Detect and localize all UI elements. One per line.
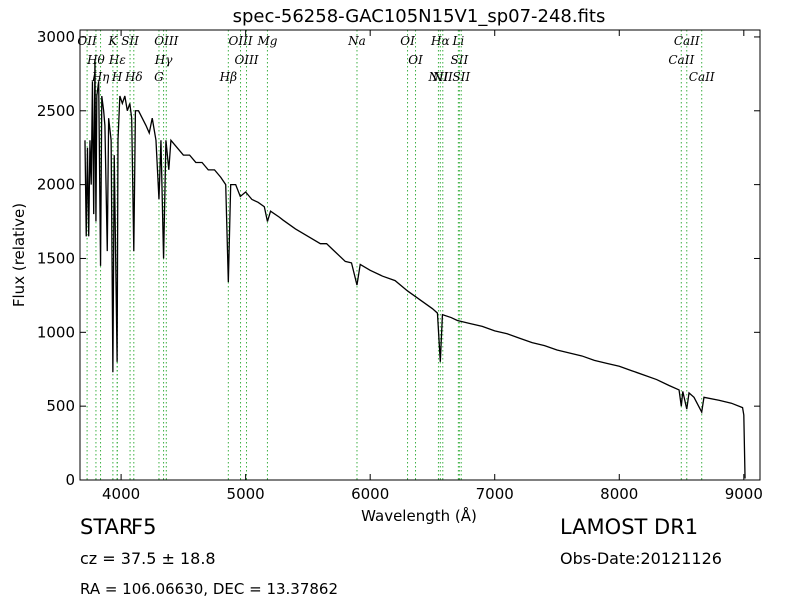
line-label: Li (451, 34, 464, 48)
line-label: CaII (674, 34, 700, 48)
line-label: OI (408, 53, 423, 67)
line-label: Hβ (219, 70, 237, 84)
line-label: Hθ (86, 53, 105, 67)
spectrum-line (84, 59, 746, 479)
y-tick-label: 2500 (37, 102, 75, 120)
y-tick-label: 0 (65, 471, 75, 489)
line-label: Hγ (154, 53, 173, 67)
x-tick-label: 8000 (600, 485, 638, 503)
line-label: G (154, 70, 164, 84)
x-tick-label: 4000 (102, 485, 140, 503)
line-label: OII (77, 34, 97, 48)
y-tick-label: 1000 (37, 323, 75, 341)
line-label: OIII (234, 53, 258, 67)
line-label: NII (427, 70, 448, 84)
line-label: SII (121, 34, 139, 48)
line-label: SII (451, 53, 469, 67)
coordinates: RA = 106.06630, DEC = 13.37862 (80, 580, 338, 598)
y-axis-label: Flux (relative) (10, 203, 28, 307)
redshift: cz = 37.5 ± 18.8 (80, 549, 216, 568)
line-label: K (107, 34, 118, 48)
line-label: Hε (108, 53, 126, 67)
line-label: Na (347, 34, 366, 48)
line-label: CaII (689, 70, 715, 84)
subclass: F5 (131, 515, 156, 539)
survey: LAMOST DR1 (560, 515, 698, 539)
line-label: NII (432, 70, 453, 84)
chart-title: spec-56258-GAC105N15V1_sp07-248.fits (233, 6, 606, 27)
line-label: OIII (229, 34, 253, 48)
x-tick-label: 5000 (227, 485, 265, 503)
line-label: CaII (668, 53, 694, 67)
line-label: Hη (91, 70, 110, 84)
obs-date: Obs-Date:20121126 (560, 549, 722, 568)
line-label: Mg (256, 34, 277, 48)
class: STAR (80, 515, 133, 539)
line-label: SII (452, 70, 470, 84)
plot-frame (79, 29, 761, 481)
line-label: OI (400, 34, 415, 48)
y-tick-label: 1500 (37, 249, 75, 267)
line-label: OIII (154, 34, 178, 48)
x-tick-label: 7000 (476, 485, 514, 503)
line-label: Hδ (124, 70, 143, 84)
x-axis-label: Wavelength (Å) (361, 506, 477, 525)
line-label: H (111, 70, 123, 84)
y-tick-label: 3000 (37, 28, 75, 46)
line-label: Hα (430, 34, 450, 48)
y-tick-label: 500 (46, 397, 75, 415)
x-tick-label: 6000 (351, 485, 389, 503)
y-tick-label: 2000 (37, 176, 75, 194)
x-tick-label: 9000 (725, 485, 763, 503)
